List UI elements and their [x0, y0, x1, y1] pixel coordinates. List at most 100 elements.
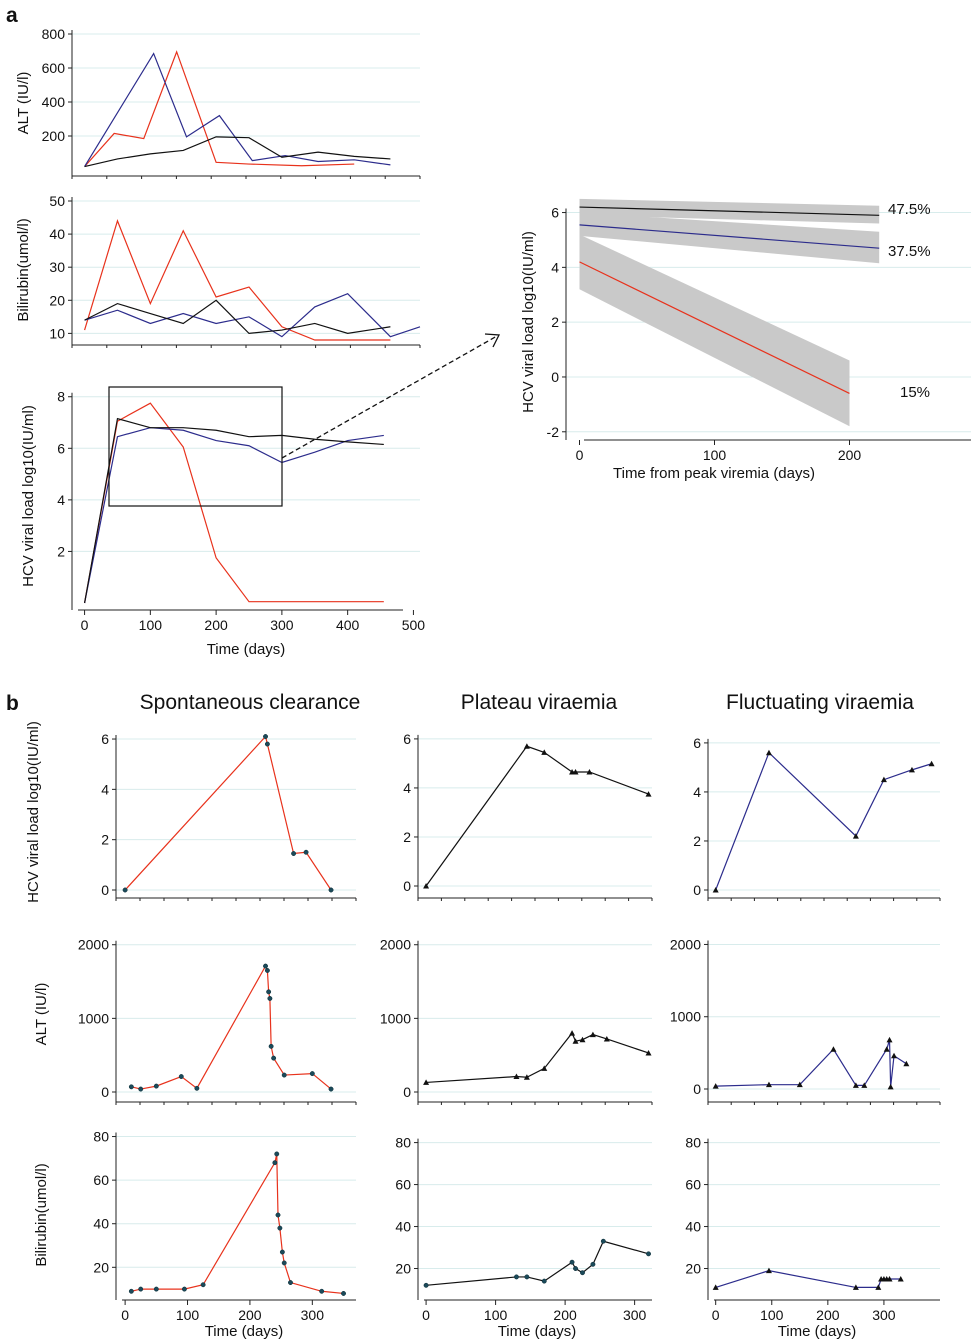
x-tick-label: 100	[484, 1307, 508, 1323]
panel-label-b: b	[6, 692, 19, 715]
data-point	[281, 1072, 287, 1078]
data-point	[645, 791, 652, 797]
data-point	[263, 963, 268, 969]
data-point	[765, 749, 772, 756]
x-tick-label: 100	[176, 1307, 200, 1323]
x-tick-label: 300	[270, 617, 294, 633]
confidence-band	[579, 212, 880, 264]
data-point	[291, 851, 297, 856]
data-point	[908, 766, 915, 773]
y-tick-label: 400	[42, 94, 66, 110]
data-point	[712, 1284, 719, 1290]
y-tick-label: 40	[49, 226, 65, 242]
y-tick-label: 40	[685, 1219, 701, 1235]
zoom-arrow-head	[484, 333, 501, 348]
confidence-band	[579, 234, 850, 427]
y-tick-label: 60	[685, 1177, 701, 1193]
data-point	[852, 1284, 859, 1290]
data-point	[880, 776, 887, 783]
data-point	[712, 1083, 719, 1089]
data-point	[883, 1046, 890, 1052]
data-point	[266, 989, 272, 995]
y-axis-label: Bilirubin(umol/l)	[15, 218, 32, 321]
data-point	[513, 1073, 520, 1080]
y-tick-label: 600	[42, 60, 66, 76]
y-tick-label: 6	[57, 440, 65, 456]
data-point	[263, 734, 268, 739]
y-tick-label: 0	[101, 882, 109, 898]
y-tick-label: 6	[403, 731, 411, 747]
data-point	[903, 1060, 910, 1067]
y-tick-label: 2	[551, 314, 559, 330]
x-axis-label: Time (days)	[207, 641, 286, 658]
x-axis-label: Time from peak viremia (days)	[613, 465, 815, 482]
data-point	[200, 1282, 206, 1288]
data-point	[852, 833, 859, 839]
data-point	[153, 1286, 159, 1292]
zoom-arrow	[281, 335, 498, 459]
chart-a-alt: 200 400 600 800 ALT (IU/l)	[15, 26, 421, 179]
data-point	[153, 1083, 159, 1089]
x-tick-label: 0	[712, 1307, 720, 1323]
x-axis-label: Time (days)	[205, 1323, 284, 1340]
x-axis-label: Time (days)	[778, 1323, 857, 1340]
data-point	[579, 1036, 586, 1043]
y-tick-label: 2000	[78, 937, 109, 953]
x-tick-label: 500	[402, 617, 426, 633]
data-point	[138, 1086, 144, 1092]
data-point	[309, 1071, 315, 1077]
data-point	[264, 741, 270, 747]
data-point	[128, 1084, 134, 1090]
x-tick-label: 0	[121, 1307, 129, 1323]
y-tick-label: 50	[49, 193, 65, 209]
data-point	[194, 1085, 200, 1091]
y-axis-label: HCV viral load log10(IU/ml)	[20, 405, 37, 587]
chart-b-fv-hcv: 0 2 4 6	[693, 735, 941, 901]
series-line-black	[579, 206, 880, 216]
series-line-red	[84, 50, 355, 167]
data-point	[328, 887, 334, 893]
series-line-blue	[84, 52, 391, 167]
zoom-box	[108, 386, 283, 507]
y-tick-label: -2	[547, 424, 560, 440]
series-percent-label: 47.5%	[888, 201, 931, 218]
y-tick-label: 6	[693, 735, 701, 751]
data-point	[341, 1291, 346, 1296]
column-title-fluctuating: Fluctuating viraemia	[726, 691, 914, 714]
data-point	[886, 1276, 893, 1282]
chart-b-pv-bili: 20 40 60 80 0 100 200 300 Time (days)	[395, 1135, 652, 1340]
y-tick-label: 0	[403, 1084, 411, 1100]
y-tick-label: 4	[57, 492, 65, 508]
column-title-spontaneous: Spontaneous clearance	[140, 691, 361, 714]
chart-b-sc-bili: 20 40 60 80 0 100 200 300 Bilirubin(umol/l) Time …	[33, 1129, 356, 1340]
y-tick-label: 0	[403, 878, 411, 894]
data-point	[281, 1260, 287, 1266]
y-tick-label: 6	[551, 205, 559, 221]
series-line-blue	[715, 1039, 907, 1087]
data-point	[138, 1286, 144, 1292]
data-point	[541, 1065, 548, 1071]
x-tick-label: 200	[204, 617, 228, 633]
x-tick-label: 0	[422, 1307, 430, 1323]
data-point	[830, 1046, 837, 1052]
data-point	[586, 769, 593, 775]
y-tick-label: 2	[693, 833, 701, 849]
chart-a-model: -2 0 2 4 6 0 100 200 HCV viral load log10(IU/ml)…	[520, 198, 971, 482]
x-axis-label: Time (days)	[498, 1323, 577, 1340]
data-point	[275, 1212, 281, 1218]
y-tick-label: 60	[93, 1172, 109, 1188]
x-tick-label: 300	[623, 1307, 647, 1323]
data-point	[523, 1074, 530, 1080]
y-axis-label: ALT (IU/l)	[33, 983, 50, 1046]
data-point	[573, 1266, 578, 1271]
chart-b-fv-alt: 0 1000 2000	[670, 936, 941, 1105]
y-axis-label: ALT (IU/l)	[15, 72, 32, 135]
y-tick-label: 20	[685, 1261, 701, 1277]
series-line-black	[426, 1240, 649, 1286]
y-tick-label: 4	[101, 781, 109, 797]
chart-a-bili: 10 20 30 40 50 Bilirubin(umol/l)	[15, 193, 421, 348]
data-point	[279, 1249, 285, 1255]
y-tick-label: 30	[49, 259, 65, 275]
y-tick-label: 0	[551, 369, 559, 385]
y-tick-label: 20	[395, 1261, 411, 1277]
